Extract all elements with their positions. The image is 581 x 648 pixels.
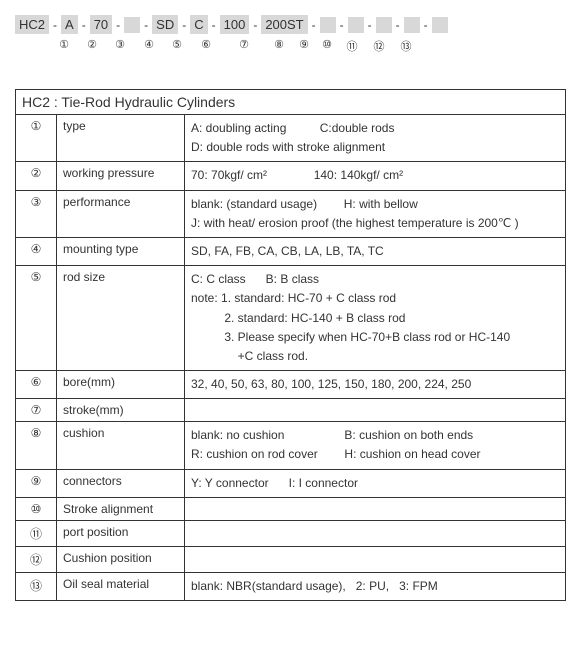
row-marker: ⑫ xyxy=(16,546,57,572)
table-row: ⑪port position xyxy=(16,520,566,546)
code-separator: - xyxy=(423,18,429,32)
code-separator: - xyxy=(211,18,217,32)
table-row: ④mounting typeSD, FA, FB, CA, CB, LA, LB… xyxy=(16,237,566,265)
marker: ⑥ xyxy=(191,38,221,54)
code-blank xyxy=(404,17,420,33)
row-value xyxy=(185,520,566,546)
row-value xyxy=(185,546,566,572)
table-row: ⑦stroke(mm) xyxy=(16,399,566,422)
row-label: connectors xyxy=(57,469,185,497)
row-marker: ⑩ xyxy=(16,497,57,520)
marker: ⑧ xyxy=(267,38,291,54)
marker: ⑩ xyxy=(317,38,337,54)
row-value: blank: (standard usage) H: with bellow J… xyxy=(185,190,566,237)
code-blank xyxy=(376,17,392,33)
code-separator: - xyxy=(81,18,87,32)
table-row: ⑨connectorsY: Y connector I: I connector xyxy=(16,469,566,497)
table-row: ⑤rod sizeC: C class B: B class note: 1. … xyxy=(16,266,566,371)
table-row: ⑫Cushion position xyxy=(16,546,566,572)
row-value: 70: 70kgf/ cm² 140: 140kgf/ cm² xyxy=(185,162,566,190)
table-row: ②working pressure70: 70kgf/ cm² 140: 140… xyxy=(16,162,566,190)
row-label: Cushion position xyxy=(57,546,185,572)
row-label: cushion xyxy=(57,422,185,469)
row-value: SD, FA, FB, CA, CB, LA, LB, TA, TC xyxy=(185,237,566,265)
row-marker: ⑦ xyxy=(16,399,57,422)
code-blank xyxy=(432,17,448,33)
row-value: A: doubling acting C:double rods D: doub… xyxy=(185,115,566,162)
marker: ⑫ xyxy=(367,38,391,54)
code-segment: 70 xyxy=(90,15,112,34)
row-marker: ⑥ xyxy=(16,371,57,399)
code-segment: 200ST xyxy=(261,15,307,34)
table-row: ⑬Oil seal materialblank: NBR(standard us… xyxy=(16,572,566,600)
row-value: blank: NBR(standard usage), 2: PU, 3: FP… xyxy=(185,572,566,600)
row-marker: ④ xyxy=(16,237,57,265)
table-row: ③performanceblank: (standard usage) H: w… xyxy=(16,190,566,237)
table-row: ①typeA: doubling acting C:double rods D:… xyxy=(16,115,566,162)
row-value xyxy=(185,497,566,520)
row-label: port position xyxy=(57,520,185,546)
row-label: performance xyxy=(57,190,185,237)
code-segment: 100 xyxy=(220,15,250,34)
code-blank xyxy=(348,17,364,33)
code-segment: C xyxy=(190,15,207,34)
code-separator: - xyxy=(311,18,317,32)
row-marker: ⑧ xyxy=(16,422,57,469)
code-separator: - xyxy=(395,18,401,32)
code-separator: - xyxy=(252,18,258,32)
row-marker: ① xyxy=(16,115,57,162)
marker: ④ xyxy=(135,38,163,54)
marker: ① xyxy=(52,38,76,54)
marker: ⑤ xyxy=(166,38,188,54)
row-label: mounting type xyxy=(57,237,185,265)
code-blank xyxy=(320,17,336,33)
code-separator: - xyxy=(52,18,58,32)
row-value: 32, 40, 50, 63, 80, 100, 125, 150, 180, … xyxy=(185,371,566,399)
code-separator: - xyxy=(143,18,149,32)
row-label: Stroke alignment xyxy=(57,497,185,520)
row-value xyxy=(185,399,566,422)
row-value: C: C class B: B class note: 1. standard:… xyxy=(185,266,566,371)
marker: ⑪ xyxy=(340,38,364,54)
code-segment: HC2 xyxy=(15,15,49,34)
row-label: type xyxy=(57,115,185,162)
table-row: ⑩Stroke alignment xyxy=(16,497,566,520)
marker: ② xyxy=(79,38,105,54)
code-segment: A xyxy=(61,15,78,34)
table-row: ⑥bore(mm)32, 40, 50, 63, 80, 100, 125, 1… xyxy=(16,371,566,399)
row-label: bore(mm) xyxy=(57,371,185,399)
row-label: working pressure xyxy=(57,162,185,190)
marker-row: ①②③④⑤⑥⑦⑧⑨⑩⑪⑫⑬ xyxy=(15,38,566,54)
code-separator: - xyxy=(181,18,187,32)
marker: ⑬ xyxy=(394,38,418,54)
row-marker: ③ xyxy=(16,190,57,237)
row-marker: ⑤ xyxy=(16,266,57,371)
row-marker: ⑪ xyxy=(16,520,57,546)
code-separator: - xyxy=(339,18,345,32)
row-marker: ⑨ xyxy=(16,469,57,497)
row-label: Oil seal material xyxy=(57,572,185,600)
code-segment: SD xyxy=(152,15,178,34)
spec-table: HC2 : Tie-Rod Hydraulic Cylinders ①typeA… xyxy=(15,89,566,601)
row-marker: ⑬ xyxy=(16,572,57,600)
marker: ⑨ xyxy=(294,38,314,54)
code-blank xyxy=(124,17,140,33)
table-row: ⑧cushionblank: no cushion B: cushion on … xyxy=(16,422,566,469)
row-label: rod size xyxy=(57,266,185,371)
row-value: Y: Y connector I: I connector xyxy=(185,469,566,497)
marker: ⑦ xyxy=(224,38,264,54)
row-value: blank: no cushion B: cushion on both end… xyxy=(185,422,566,469)
code-separator: - xyxy=(115,18,121,32)
model-code-row: HC2-A-70--SD-C-100-200ST----- xyxy=(15,15,566,34)
table-title: HC2 : Tie-Rod Hydraulic Cylinders xyxy=(16,90,566,115)
marker: ③ xyxy=(108,38,132,54)
row-marker: ② xyxy=(16,162,57,190)
code-separator: - xyxy=(367,18,373,32)
row-label: stroke(mm) xyxy=(57,399,185,422)
